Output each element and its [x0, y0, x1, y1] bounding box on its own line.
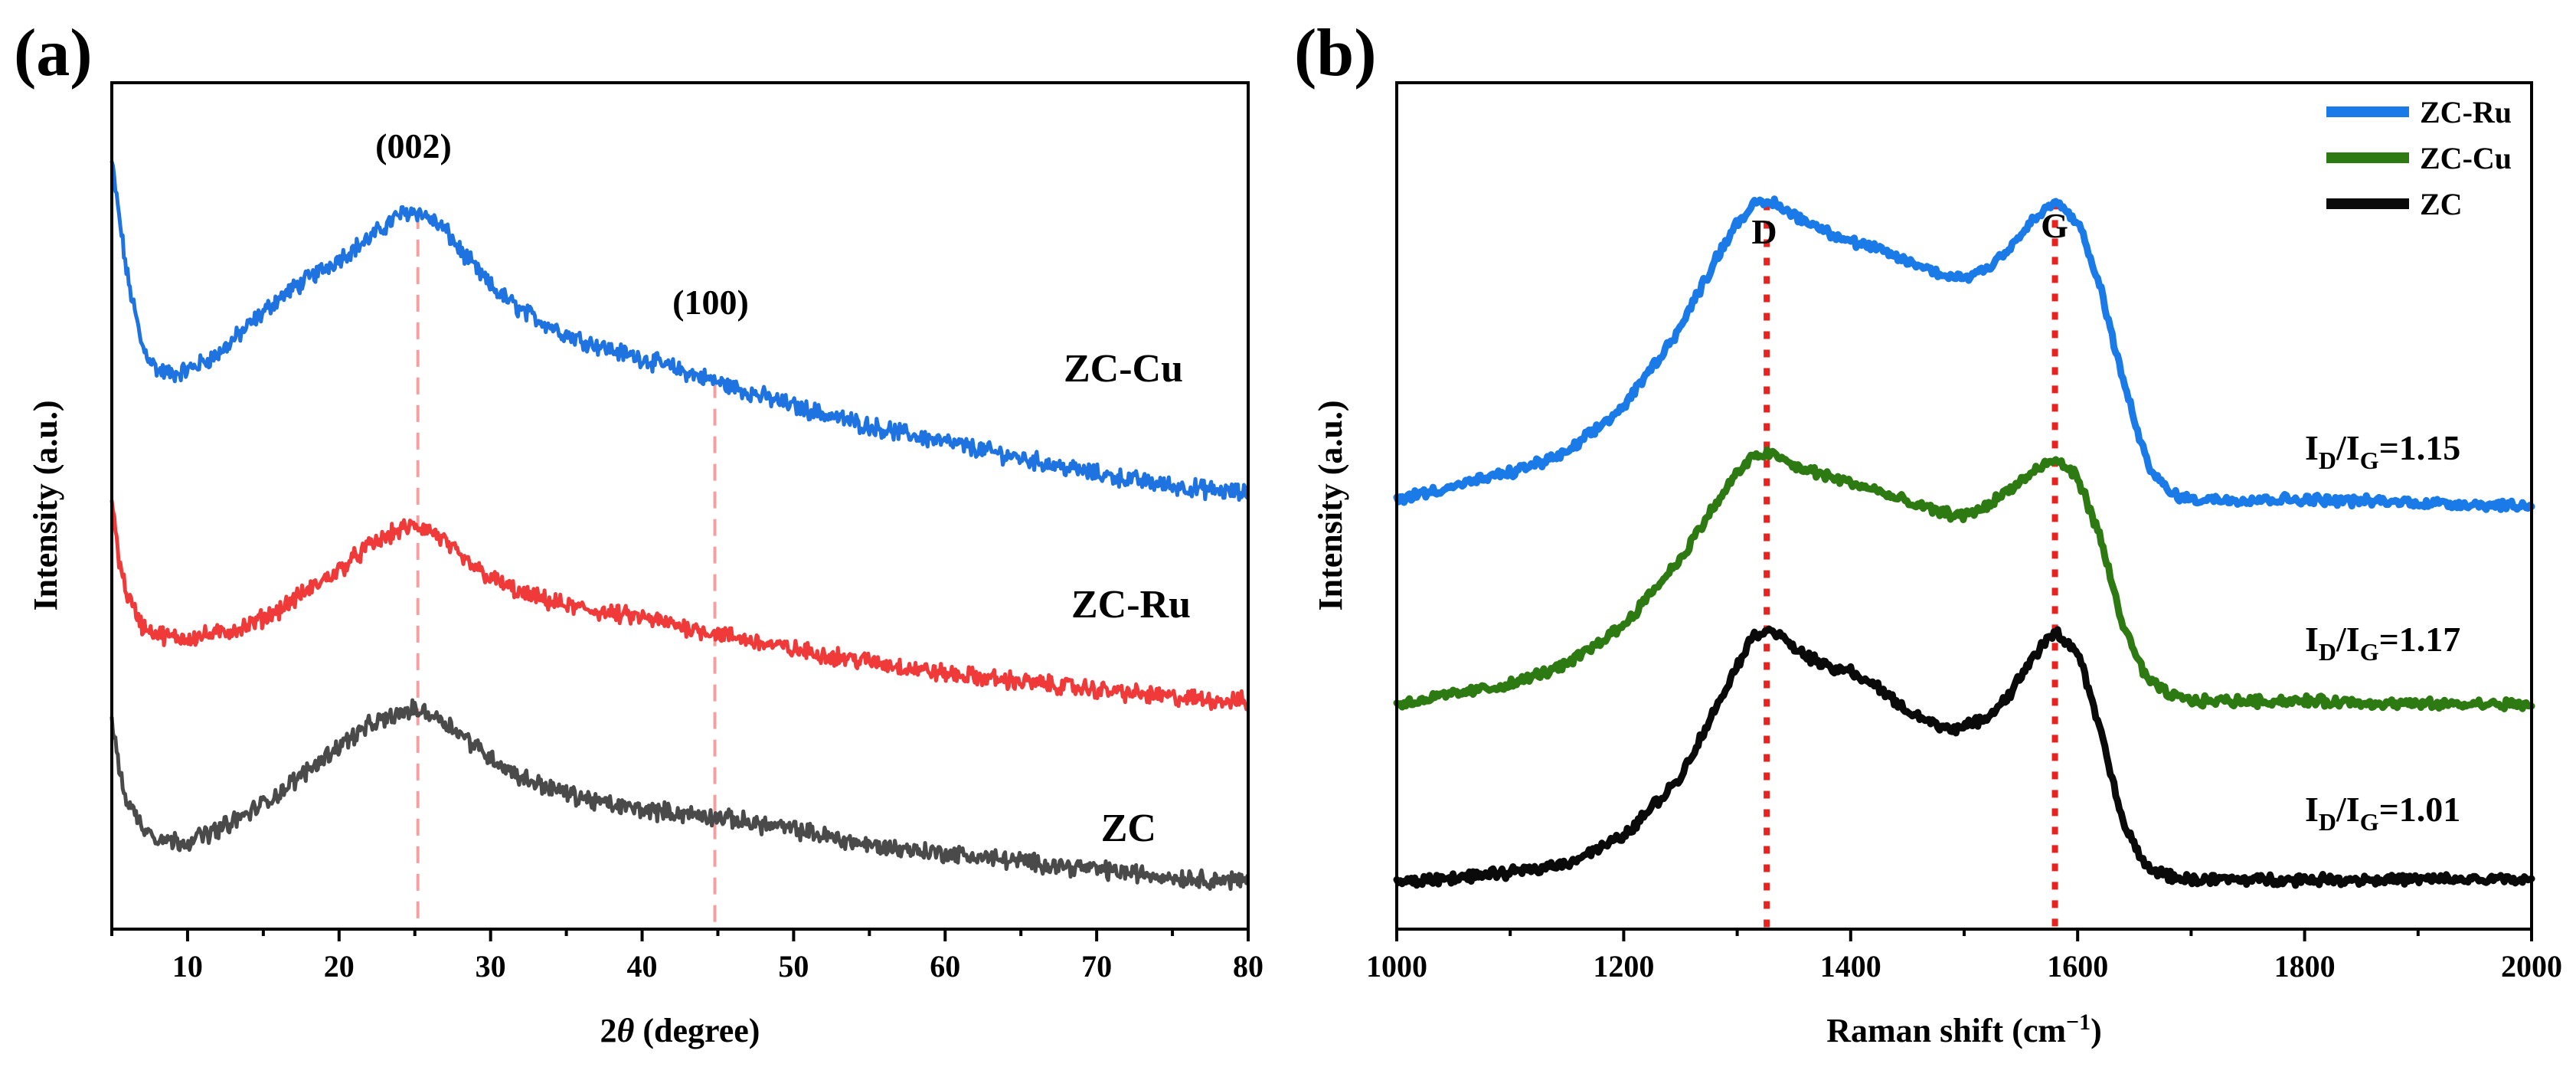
b-x-tick-label-1800: 1800: [2274, 949, 2336, 984]
a-series-zc: [110, 698, 1250, 892]
a-x-tick-label-40: 40: [627, 949, 658, 984]
legend-label-zc: ZC: [2420, 187, 2463, 221]
b-series-zc: [1393, 625, 2535, 889]
panel-a-label: (a): [14, 16, 93, 90]
b-ratio-label-zc-ru: ID/IG=1.15: [2305, 428, 2460, 474]
panel-a-xrd: (a) 10 20 30 40 50 60 70 80 (002) (100) ZC-Cu Z…: [14, 16, 1263, 1049]
a-x-tick-label-60: 60: [930, 949, 960, 984]
a-x-tick-label-10: 10: [172, 949, 203, 984]
b-y-axis-title: Intensity (a.u.): [1312, 400, 1349, 610]
b-x-axis-title: Raman shift (cm−1): [1826, 1010, 2102, 1049]
a-peak-label-100: (100): [672, 283, 749, 322]
b-x-tick-label-2000: 2000: [2501, 949, 2562, 984]
a-plot-frame: [110, 81, 1250, 931]
b-x-tick-label-1600: 1600: [2047, 949, 2108, 984]
a-x-tick-label-70: 70: [1081, 949, 1112, 984]
b-ratio-label-zc: ID/IG=1.01: [2305, 790, 2460, 836]
b-series-zc-ru: [1393, 195, 2535, 513]
a-x-tick-label-50: 50: [778, 949, 809, 984]
b-reference-lines: [1764, 201, 2058, 929]
a-x-tick-label-30: 30: [476, 949, 506, 984]
a-x-axis-title: 2θ (degree): [600, 1012, 760, 1049]
legend-label-zc-ru: ZC-Ru: [2420, 95, 2512, 129]
a-series-group: [110, 159, 1250, 892]
a-series-zc-cu: [110, 159, 1250, 502]
b-legend: ZC-Ru ZC-Cu ZC: [2326, 95, 2512, 221]
b-peak-label-d: D: [1751, 212, 1777, 251]
a-peak-label-002: (002): [375, 126, 452, 165]
b-peak-label-g: G: [2041, 206, 2068, 245]
a-x-ticks: 10 20 30 40 50 60 70 80: [110, 929, 1263, 984]
b-x-tick-label-1200: 1200: [1593, 949, 1654, 984]
b-series-group: [1393, 195, 2535, 889]
b-x-ticks: 1000 1200 1400 1600 1800 2000: [1366, 929, 2562, 984]
a-curve-label-zc-ru: ZC-Ru: [1071, 583, 1191, 627]
b-x-tick-label-1400: 1400: [1820, 949, 1881, 984]
a-y-axis-title: Intensity (a.u.): [27, 400, 64, 610]
a-x-tick-label-80: 80: [1233, 949, 1263, 984]
b-series-zc-cu: [1393, 446, 2535, 712]
a-x-tick-label-20: 20: [324, 949, 355, 984]
a-curve-label-zc-cu: ZC-Cu: [1064, 347, 1183, 391]
b-ratio-label-zc-cu: ID/IG=1.17: [2305, 620, 2460, 666]
panel-b-raman: (b) 1000 1200 1400 1600 1800 2000 D G ZC-Ru Z…: [1294, 16, 2562, 1049]
a-reference-lines: [416, 211, 717, 929]
panel-b-label: (b): [1294, 16, 1377, 90]
a-series-zc-ru: [110, 499, 1250, 712]
legend-label-zc-cu: ZC-Cu: [2420, 141, 2512, 175]
a-curve-label-zc: ZC: [1101, 807, 1156, 850]
b-x-tick-label-1000: 1000: [1366, 949, 1427, 984]
